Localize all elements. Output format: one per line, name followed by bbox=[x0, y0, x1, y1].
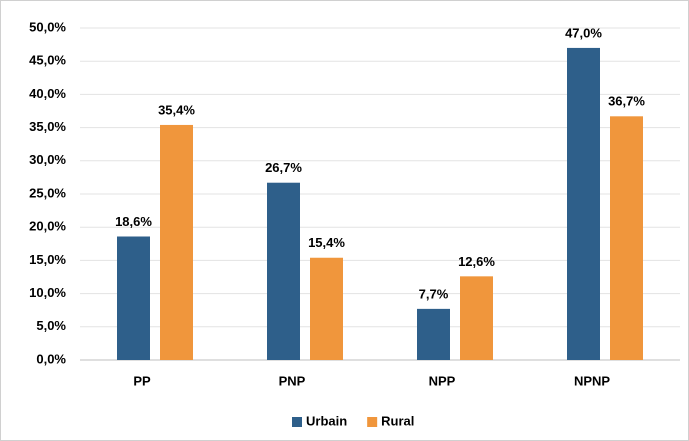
x-tick-label: NPP bbox=[429, 373, 456, 388]
x-tick-label: PNP bbox=[279, 373, 306, 388]
y-tick-label: 45,0% bbox=[29, 53, 66, 68]
x-tick-label: PP bbox=[133, 373, 151, 388]
y-tick-label: 50,0% bbox=[29, 19, 66, 34]
legend-label: Rural bbox=[381, 413, 414, 428]
data-label: 12,6% bbox=[458, 254, 495, 269]
data-label: 47,0% bbox=[565, 25, 602, 40]
data-label: 26,7% bbox=[265, 160, 302, 175]
legend-swatch bbox=[367, 417, 378, 427]
y-tick-label: 20,0% bbox=[29, 219, 66, 234]
y-tick-label: 15,0% bbox=[29, 252, 66, 267]
data-label: 36,7% bbox=[608, 94, 645, 109]
legend-swatch bbox=[292, 417, 302, 427]
bar bbox=[460, 276, 493, 360]
data-label: 18,6% bbox=[115, 214, 152, 229]
y-tick-label: 5,0% bbox=[36, 318, 66, 333]
y-tick-label: 10,0% bbox=[29, 285, 66, 300]
bar bbox=[160, 124, 193, 360]
bar bbox=[117, 236, 150, 360]
bar bbox=[310, 257, 343, 360]
bar bbox=[417, 308, 450, 360]
legend-label: Urbain bbox=[306, 413, 347, 428]
y-tick-label: 30,0% bbox=[29, 152, 66, 167]
y-tick-label: 25,0% bbox=[29, 185, 66, 200]
x-tick-label: NPNP bbox=[574, 373, 610, 388]
y-tick-label: 35,0% bbox=[29, 119, 66, 134]
bar bbox=[267, 182, 300, 360]
bar bbox=[567, 47, 600, 361]
data-label: 35,4% bbox=[158, 102, 195, 117]
data-label: 15,4% bbox=[308, 235, 345, 250]
y-tick-label: 0,0% bbox=[36, 351, 66, 366]
bar bbox=[610, 116, 643, 360]
data-label: 7,7% bbox=[419, 286, 449, 301]
y-tick-label: 40,0% bbox=[29, 86, 66, 101]
